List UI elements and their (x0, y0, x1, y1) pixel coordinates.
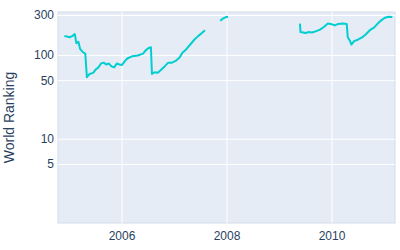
y-tick-label: 100 (34, 48, 54, 62)
y-tick-label: 10 (41, 132, 55, 146)
ranking-line (64, 17, 392, 77)
plot-area (58, 12, 395, 223)
x-tick-label: 2010 (319, 229, 346, 243)
x-grid (332, 12, 333, 223)
x-tick-label: 2006 (109, 229, 136, 243)
chart: 5 10 50 100 300 2006 2008 2010 World Ranking (0, 0, 400, 250)
y-axis-title: World Ranking (1, 72, 17, 164)
y-tick-label: 50 (41, 74, 55, 88)
y-grid (58, 139, 395, 140)
y-grid (58, 55, 395, 56)
y-grid (58, 15, 395, 16)
y-grid (58, 80, 395, 81)
series-group (64, 17, 392, 77)
y-tick-label: 5 (47, 157, 54, 171)
x-tick-label: 2008 (214, 229, 241, 243)
y-tick-label: 300 (34, 8, 54, 22)
x-grid (227, 12, 228, 223)
x-grid (122, 12, 123, 223)
y-grid (58, 164, 395, 165)
